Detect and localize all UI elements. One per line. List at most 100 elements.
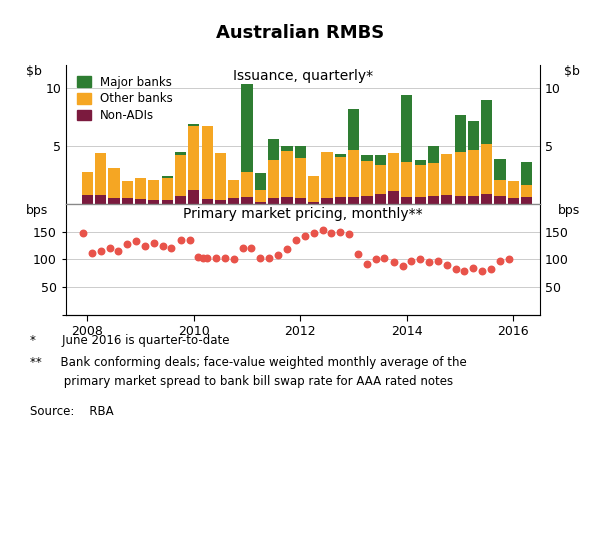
- Bar: [441, 154, 452, 195]
- Bar: [401, 197, 412, 204]
- Text: Primary market pricing, monthly**: Primary market pricing, monthly**: [183, 207, 423, 221]
- Bar: [481, 144, 493, 193]
- Point: [309, 229, 319, 237]
- Point: [256, 254, 265, 263]
- Point: [140, 241, 149, 250]
- Bar: [348, 197, 359, 204]
- Bar: [109, 198, 119, 204]
- Point: [158, 241, 168, 250]
- Bar: [161, 179, 173, 200]
- Bar: [202, 199, 213, 204]
- Bar: [175, 152, 186, 155]
- Bar: [188, 190, 199, 204]
- Point: [433, 257, 443, 266]
- Point: [220, 254, 230, 263]
- Bar: [175, 155, 186, 196]
- Bar: [161, 176, 173, 179]
- Bar: [521, 185, 532, 197]
- Bar: [521, 197, 532, 204]
- Point: [442, 261, 452, 269]
- Point: [406, 257, 416, 266]
- Bar: [215, 200, 226, 204]
- Bar: [481, 100, 493, 144]
- Bar: [268, 160, 280, 198]
- Point: [478, 266, 487, 275]
- Bar: [241, 172, 253, 197]
- Bar: [455, 115, 466, 152]
- Point: [318, 226, 328, 235]
- Bar: [388, 153, 399, 191]
- Bar: [268, 139, 280, 160]
- Bar: [281, 197, 293, 204]
- Bar: [322, 152, 332, 198]
- Bar: [361, 196, 373, 204]
- Point: [486, 264, 496, 273]
- Bar: [481, 193, 493, 204]
- Point: [495, 256, 505, 265]
- Bar: [188, 124, 199, 127]
- Bar: [135, 179, 146, 199]
- Point: [335, 228, 345, 236]
- Point: [282, 245, 292, 254]
- Bar: [109, 168, 119, 198]
- Bar: [468, 196, 479, 204]
- Bar: [95, 195, 106, 204]
- Point: [202, 254, 212, 262]
- Bar: [281, 151, 293, 197]
- Bar: [494, 159, 506, 180]
- Point: [238, 244, 248, 252]
- Bar: [361, 155, 373, 161]
- Point: [300, 232, 310, 241]
- Point: [193, 253, 203, 262]
- Text: **     Bank conforming deals; face-value weighted monthly average of the: ** Bank conforming deals; face-value wei…: [30, 356, 467, 369]
- Bar: [521, 162, 532, 185]
- Point: [113, 247, 123, 255]
- Point: [505, 255, 514, 264]
- Bar: [374, 165, 386, 193]
- Point: [176, 236, 185, 244]
- Point: [185, 236, 194, 244]
- Point: [265, 254, 274, 262]
- Point: [326, 229, 336, 237]
- Bar: [215, 153, 226, 200]
- Point: [389, 258, 398, 267]
- Text: *       June 2016 is quarter-to-date: * June 2016 is quarter-to-date: [30, 334, 229, 347]
- Point: [96, 247, 106, 255]
- Point: [424, 258, 434, 267]
- Text: Source:    RBA: Source: RBA: [30, 405, 113, 418]
- Point: [398, 262, 407, 270]
- Bar: [175, 196, 186, 204]
- Point: [291, 236, 301, 244]
- Point: [105, 244, 115, 252]
- Text: $b: $b: [565, 65, 580, 78]
- Bar: [82, 172, 93, 195]
- Point: [469, 263, 478, 272]
- Bar: [255, 190, 266, 201]
- Bar: [415, 197, 426, 204]
- Bar: [415, 165, 426, 197]
- Text: Australian RMBS: Australian RMBS: [216, 24, 384, 42]
- Point: [371, 255, 381, 264]
- Bar: [122, 181, 133, 198]
- Bar: [494, 180, 506, 196]
- Bar: [441, 195, 452, 204]
- Point: [167, 244, 176, 252]
- Point: [353, 250, 362, 258]
- Bar: [335, 197, 346, 204]
- Bar: [122, 198, 133, 204]
- Text: bps: bps: [558, 204, 580, 217]
- Point: [198, 254, 208, 262]
- Bar: [348, 109, 359, 149]
- Bar: [308, 201, 319, 204]
- Bar: [468, 149, 479, 196]
- Bar: [255, 201, 266, 204]
- Point: [273, 251, 283, 260]
- Bar: [388, 191, 399, 204]
- Bar: [135, 199, 146, 204]
- Bar: [428, 196, 439, 204]
- Bar: [401, 95, 412, 162]
- Point: [415, 255, 425, 264]
- Point: [149, 238, 158, 247]
- Bar: [335, 156, 346, 197]
- Bar: [455, 196, 466, 204]
